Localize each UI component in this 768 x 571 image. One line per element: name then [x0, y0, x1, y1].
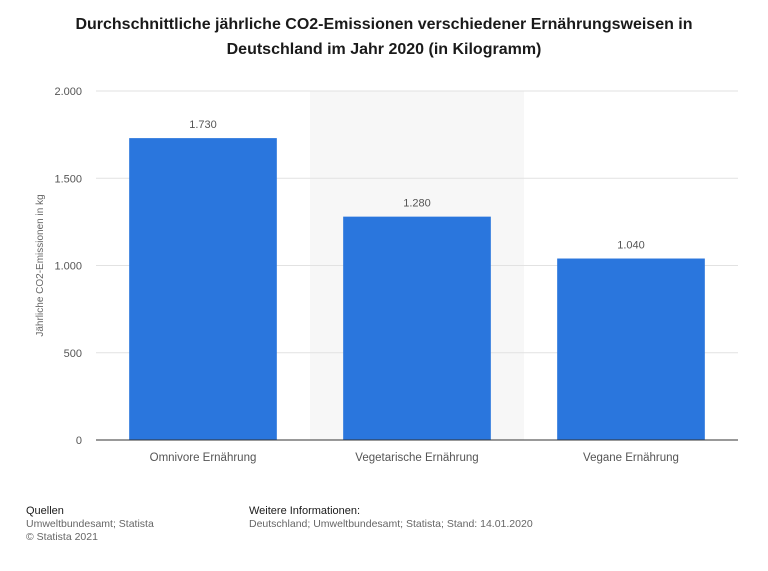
chart-title-line-1: Durchschnittliche jährliche CO2-Emission…	[75, 16, 693, 33]
y-tick-label: 1.000	[54, 261, 82, 273]
chart-title: Durchschnittliche jährliche CO2-Emission…	[0, 12, 768, 62]
info-heading: Weitere Informationen:	[249, 505, 361, 517]
bar-chart: 0 500 1.000 1.500 2.000 1.730 1.280 1.040 Omni…	[35, 86, 738, 464]
bars	[129, 138, 705, 441]
value-labels: 1.730 1.280 1.040	[189, 119, 645, 251]
x-tick-label: Vegetarische Ernährung	[355, 452, 478, 464]
sources-block: Quellen Umweltbundesamt; Statista © Stat…	[26, 505, 154, 544]
bar	[129, 138, 277, 441]
bar	[557, 258, 705, 440]
y-tick-label: 2.000	[54, 86, 82, 98]
sources-heading: Quellen	[26, 505, 64, 517]
x-tick-label: Vegane Ernährung	[583, 452, 679, 464]
chart-title-line-2: Deutschland im Jahr 2020 (in Kilogramm)	[226, 41, 542, 58]
copyright-text: © Statista 2021	[26, 531, 98, 543]
bar	[343, 216, 491, 440]
info-block: Weitere Informationen: Deutschland; Umwe…	[249, 505, 533, 531]
y-axis-ticks: 0 500 1.000 1.500 2.000	[54, 86, 82, 447]
y-axis-label: Jährliche CO2-Emissionen in kg	[35, 194, 46, 336]
info-text: Deutschland; Umweltbundesamt; Statista; …	[249, 518, 533, 530]
x-tick-label: Omnivore Ernährung	[150, 452, 257, 464]
value-label: 1.040	[617, 240, 645, 252]
value-label: 1.280	[403, 198, 431, 210]
value-label: 1.730	[189, 119, 217, 131]
y-tick-label: 0	[76, 435, 82, 447]
y-tick-label: 500	[64, 348, 82, 360]
x-axis-ticks: Omnivore Ernährung Vegetarische Ernährung…	[150, 452, 679, 464]
sources-text: Umweltbundesamt; Statista	[26, 518, 154, 530]
y-tick-label: 1.500	[54, 173, 82, 185]
